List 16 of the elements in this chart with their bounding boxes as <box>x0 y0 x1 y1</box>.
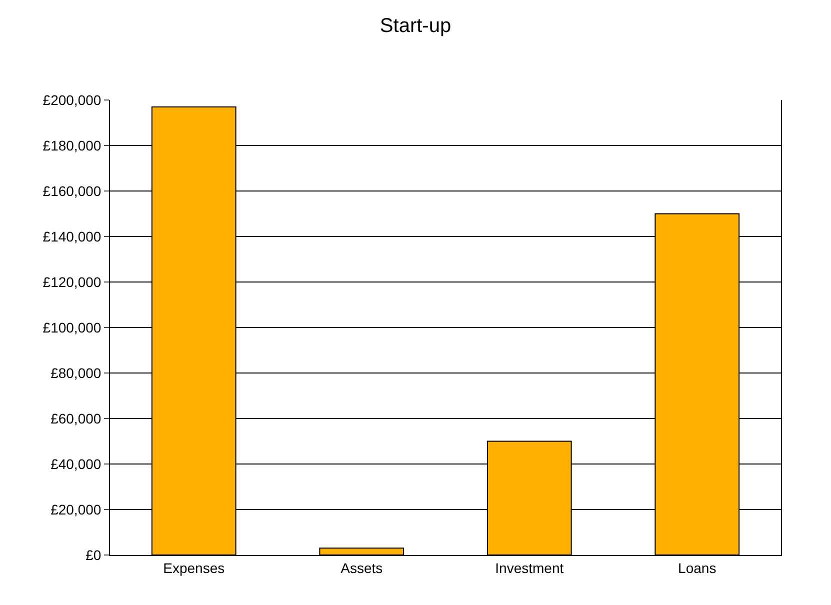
chart-title: Start-up <box>380 15 452 38</box>
x-tick-label: Loans <box>678 560 716 576</box>
y-tick-label: £200,000 <box>42 92 102 108</box>
y-tick-label: £140,000 <box>42 228 102 244</box>
y-tick-label: £120,000 <box>42 274 102 290</box>
x-tick-label: Investment <box>495 560 564 576</box>
y-tick-label: £80,000 <box>50 364 102 381</box>
y-tick-label: £160,000 <box>42 182 102 199</box>
y-tick-label: £40,000 <box>50 456 102 472</box>
x-tick-label: Expenses <box>163 560 225 576</box>
y-tick-label: £0 <box>86 546 102 563</box>
y-tick-label: £20,000 <box>50 501 102 518</box>
x-tick-label: Assets <box>340 560 383 576</box>
y-tick-label: £100,000 <box>42 319 102 336</box>
y-tick-label: £180,000 <box>42 137 102 154</box>
y-tick-label: £60,000 <box>50 410 102 426</box>
